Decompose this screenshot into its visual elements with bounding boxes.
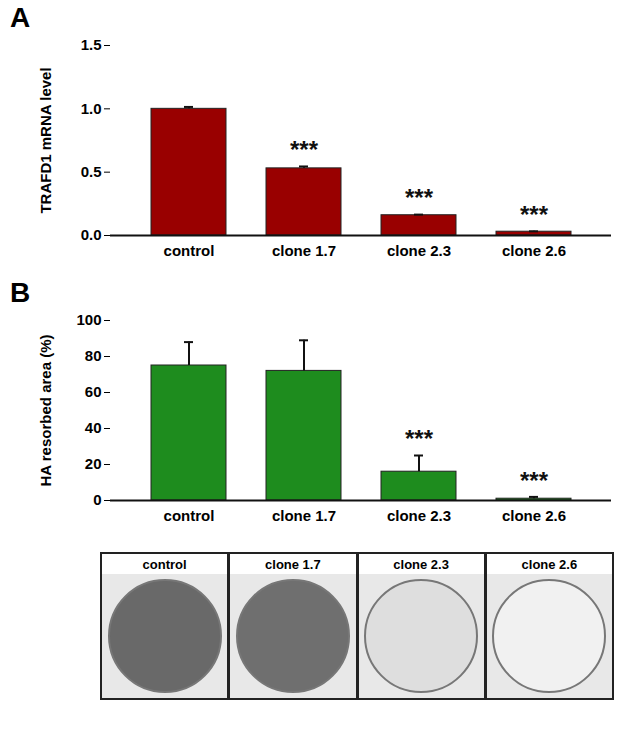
html-text:A: A (10, 2, 31, 33)
svg-text:80: 80 (85, 347, 102, 364)
html-text:clone 2.6: clone 2.6 (521, 557, 578, 572)
svg-text:control: control (164, 242, 215, 259)
html-text:clone 1.7: clone 1.7 (265, 557, 321, 572)
svg-text:1.5: 1.5 (81, 36, 102, 53)
svg-text:***: *** (290, 136, 319, 163)
svg-text:100: 100 (76, 311, 101, 328)
html-text:control: control (142, 557, 187, 572)
svg-text:clone 2.6: clone 2.6 (502, 242, 566, 259)
svg-text:clone 2.3: clone 2.3 (387, 507, 451, 524)
svg-text:clone 2.6: clone 2.6 (502, 507, 566, 524)
svg-text:1.0: 1.0 (81, 100, 102, 117)
svg-text:control: control (164, 507, 215, 524)
html-text:B: B (10, 277, 31, 308)
svg-text:***: *** (405, 184, 434, 211)
svg-text:0.5: 0.5 (81, 163, 102, 180)
svg-text:40: 40 (85, 419, 102, 436)
svg-text:***: *** (520, 467, 549, 494)
svg-text:TRAFD1 mRNA level: TRAFD1 mRNA level (37, 67, 54, 213)
svg-text:***: *** (405, 425, 434, 452)
svg-text:clone 1.7: clone 1.7 (272, 242, 336, 259)
svg-text:60: 60 (85, 383, 102, 400)
svg-text:HA resorbed area (%): HA resorbed area (%) (37, 335, 54, 487)
svg-text:clone 2.3: clone 2.3 (387, 242, 451, 259)
svg-text:0: 0 (93, 491, 101, 508)
svg-text:0.0: 0.0 (81, 226, 102, 243)
svg-text:***: *** (520, 201, 549, 228)
svg-text:clone 1.7: clone 1.7 (272, 507, 336, 524)
svg-text:20: 20 (85, 455, 102, 472)
html-text:clone 2.3: clone 2.3 (393, 557, 449, 572)
